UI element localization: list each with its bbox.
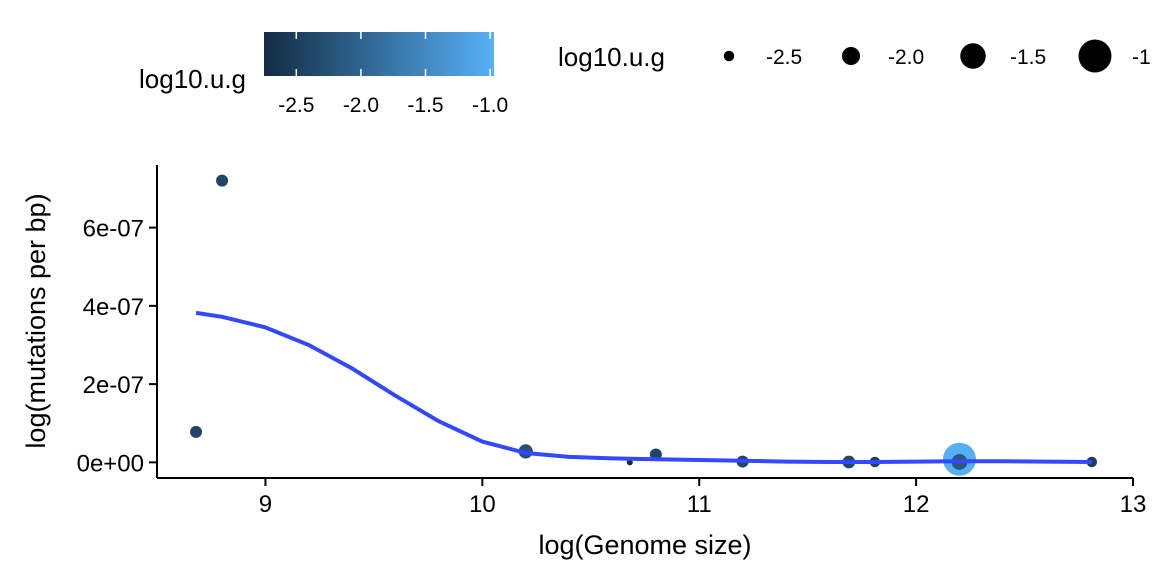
colorbar-title: log10.u.g	[139, 64, 246, 94]
plot-panel: 9 10 11 12 13 0e+00 2e-07 4e-07 6e-07 log(Genom…	[21, 165, 1146, 560]
size-legend-items: -2.5 -2.0 -1.5 -1	[723, 39, 1151, 73]
smooth-line	[195, 310, 1092, 464]
colorbar-ticks: -2.5 -2.0 -1.5 -1.0	[278, 32, 508, 117]
x-tick-label: 13	[1120, 491, 1147, 518]
colorbar-legend: log10.u.g -2.5 -2.0 -1.5 -1.0	[139, 32, 508, 117]
data-points	[190, 174, 1098, 476]
size-legend-key	[1078, 39, 1112, 73]
size-legend-label: -2.0	[888, 46, 924, 69]
x-tick-label: 11	[687, 491, 712, 518]
y-tick-label: 6e-07	[83, 216, 144, 243]
y-axis-label: log(mutations per bp)	[21, 193, 51, 448]
size-legend-title: log10.u.g	[558, 42, 665, 72]
data-point	[190, 425, 203, 438]
colorbar-tick-label: -1.0	[472, 94, 508, 117]
size-legend: log10.u.g -2.5 -2.0 -1.5 -1	[558, 39, 1151, 73]
data-point	[216, 174, 229, 187]
y-tick-label: 0e+00	[77, 450, 144, 477]
size-legend-key	[723, 50, 735, 62]
x-axis-ticks: 9 10 11 12 13	[259, 478, 1147, 518]
x-tick-label: 12	[903, 491, 930, 518]
colorbar-tick-label: -2.0	[343, 94, 379, 117]
size-legend-key	[842, 47, 860, 65]
x-tick-label: 10	[469, 491, 496, 518]
colorbar	[264, 32, 494, 76]
y-tick-label: 4e-07	[83, 294, 144, 321]
size-legend-label: -1	[1132, 46, 1151, 69]
size-legend-label: -1.5	[1010, 46, 1046, 69]
colorbar-tick-label: -2.5	[278, 94, 314, 117]
size-legend-key	[960, 43, 986, 69]
y-axis-ticks: 0e+00 2e-07 4e-07 6e-07	[77, 216, 157, 477]
y-tick-label: 2e-07	[83, 372, 144, 399]
colorbar-tick-label: -1.5	[407, 94, 443, 117]
x-axis-label: log(Genome size)	[538, 530, 751, 560]
data-point	[626, 459, 633, 466]
size-legend-label: -2.5	[766, 46, 802, 69]
x-tick-label: 9	[259, 491, 272, 518]
